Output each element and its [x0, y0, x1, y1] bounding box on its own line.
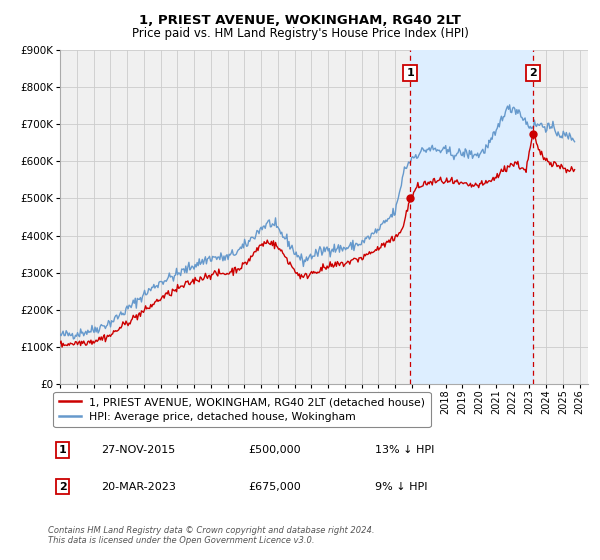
Text: 2: 2 — [59, 482, 67, 492]
Text: 20-MAR-2023: 20-MAR-2023 — [101, 482, 176, 492]
Text: £500,000: £500,000 — [248, 445, 301, 455]
Text: 1: 1 — [406, 68, 414, 78]
Text: 13% ↓ HPI: 13% ↓ HPI — [376, 445, 435, 455]
Text: 27-NOV-2015: 27-NOV-2015 — [101, 445, 175, 455]
Text: 1, PRIEST AVENUE, WOKINGHAM, RG40 2LT: 1, PRIEST AVENUE, WOKINGHAM, RG40 2LT — [139, 14, 461, 27]
Bar — [410, 50, 533, 384]
Text: 2: 2 — [529, 68, 537, 78]
Text: Contains HM Land Registry data © Crown copyright and database right 2024.
This d: Contains HM Land Registry data © Crown c… — [48, 526, 374, 545]
Legend: 1, PRIEST AVENUE, WOKINGHAM, RG40 2LT (detached house), HPI: Average price, deta: 1, PRIEST AVENUE, WOKINGHAM, RG40 2LT (d… — [53, 392, 431, 427]
Text: £675,000: £675,000 — [248, 482, 301, 492]
Text: 9% ↓ HPI: 9% ↓ HPI — [376, 482, 428, 492]
Text: 1: 1 — [59, 445, 67, 455]
Text: Price paid vs. HM Land Registry's House Price Index (HPI): Price paid vs. HM Land Registry's House … — [131, 27, 469, 40]
